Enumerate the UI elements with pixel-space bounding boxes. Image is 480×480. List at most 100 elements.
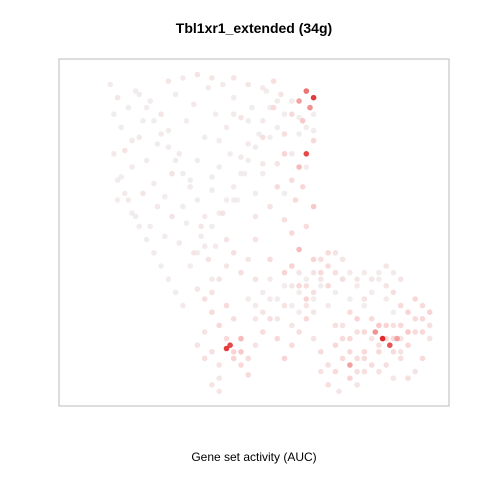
scatter-point bbox=[278, 92, 284, 98]
scatter-point bbox=[245, 118, 251, 124]
scatter-point bbox=[354, 382, 360, 388]
scatter-point bbox=[238, 362, 244, 368]
scatter-point bbox=[383, 362, 389, 368]
scatter-point bbox=[202, 135, 208, 141]
scatter-point bbox=[206, 85, 212, 91]
scatter-point bbox=[209, 174, 215, 180]
scatter-point bbox=[405, 329, 411, 335]
scatter-point bbox=[369, 316, 375, 322]
scatter-point bbox=[209, 309, 215, 315]
scatter-point bbox=[296, 270, 302, 276]
scatter-point bbox=[362, 296, 368, 302]
scatter-point bbox=[427, 323, 433, 329]
scatter-point bbox=[198, 224, 204, 230]
scatter-point bbox=[412, 329, 418, 335]
scatter-point bbox=[383, 323, 389, 329]
scatter-point bbox=[216, 375, 222, 381]
scatter-point bbox=[282, 283, 288, 289]
scatter-point bbox=[267, 316, 273, 322]
scatter-point bbox=[253, 237, 259, 243]
scatter-point bbox=[191, 102, 197, 108]
scatter-point bbox=[108, 82, 114, 88]
scatter-point bbox=[376, 349, 382, 355]
scatter-point bbox=[412, 296, 418, 302]
scatter-point bbox=[166, 144, 172, 150]
scatter-point bbox=[289, 151, 295, 157]
scatter-point bbox=[289, 283, 295, 289]
scatter-point bbox=[267, 135, 273, 141]
scatter-point bbox=[412, 369, 418, 375]
scatter-point bbox=[184, 220, 190, 226]
scatter-point bbox=[304, 164, 310, 170]
scatter-point bbox=[369, 290, 375, 296]
scatter-point bbox=[347, 309, 353, 315]
scatter-point bbox=[354, 329, 360, 335]
scatter-point bbox=[260, 135, 266, 141]
scatter-point bbox=[238, 115, 244, 121]
scatter-point bbox=[398, 323, 404, 329]
scatter-point bbox=[376, 270, 382, 276]
scatter-point bbox=[231, 75, 237, 81]
scatter-point bbox=[391, 290, 397, 296]
scatter-point bbox=[253, 276, 259, 282]
scatter-point bbox=[129, 210, 135, 216]
scatter-point bbox=[420, 316, 426, 322]
scatter-point bbox=[195, 197, 201, 203]
scatter-point bbox=[166, 276, 172, 282]
scatter-point bbox=[180, 204, 186, 210]
scatter-point bbox=[325, 250, 331, 256]
scatter-point bbox=[275, 184, 281, 190]
scatter-point bbox=[398, 349, 404, 355]
scatter-point bbox=[318, 276, 324, 282]
scatter-point bbox=[318, 283, 324, 289]
scatter-point bbox=[380, 336, 386, 342]
scatter-point bbox=[173, 92, 179, 98]
scatter-point bbox=[311, 138, 317, 144]
scatter-point bbox=[311, 95, 317, 101]
scatter-point bbox=[304, 224, 310, 230]
scatter-point bbox=[245, 372, 251, 378]
scatter-point bbox=[118, 125, 124, 131]
scatter-point bbox=[373, 329, 379, 335]
scatter-point bbox=[333, 323, 339, 329]
points-layer bbox=[108, 72, 433, 394]
scatter-point bbox=[173, 158, 179, 164]
scatter-point bbox=[376, 323, 382, 329]
scatter-point bbox=[405, 342, 411, 348]
scatter-point bbox=[391, 349, 397, 355]
scatter-point bbox=[220, 82, 226, 88]
scatter-point bbox=[282, 217, 288, 223]
scatter-point bbox=[245, 158, 251, 164]
scatter-point bbox=[340, 276, 346, 282]
scatter-point bbox=[155, 141, 161, 147]
scatter-point bbox=[300, 118, 306, 124]
scatter-point bbox=[238, 270, 244, 276]
scatter-point bbox=[427, 309, 433, 315]
scatter-point bbox=[253, 191, 259, 197]
scatter-point bbox=[144, 158, 150, 164]
scatter-point bbox=[231, 250, 237, 256]
scatter-point bbox=[296, 131, 302, 137]
scatter-point bbox=[340, 257, 346, 263]
scatter-point bbox=[224, 336, 230, 342]
scatter-point bbox=[115, 95, 121, 101]
scatter-point bbox=[296, 164, 302, 170]
scatter-point bbox=[275, 336, 281, 342]
scatter-point bbox=[289, 230, 295, 236]
scatter-point bbox=[213, 243, 219, 249]
scatter-point bbox=[195, 72, 201, 78]
scatter-point bbox=[202, 296, 208, 302]
scatter-point bbox=[213, 111, 219, 117]
scatter-point bbox=[289, 98, 295, 104]
scatter-point bbox=[158, 111, 164, 117]
scatter-point bbox=[209, 290, 215, 296]
scatter-point bbox=[173, 290, 179, 296]
scatter-point bbox=[231, 197, 237, 203]
scatter-point bbox=[318, 270, 324, 276]
scatter-point bbox=[398, 276, 404, 282]
scatter-point bbox=[122, 191, 128, 197]
scatter-point bbox=[427, 336, 433, 342]
scatter-point bbox=[224, 197, 230, 203]
scatter-point bbox=[216, 362, 222, 368]
scatter-point bbox=[126, 197, 132, 203]
